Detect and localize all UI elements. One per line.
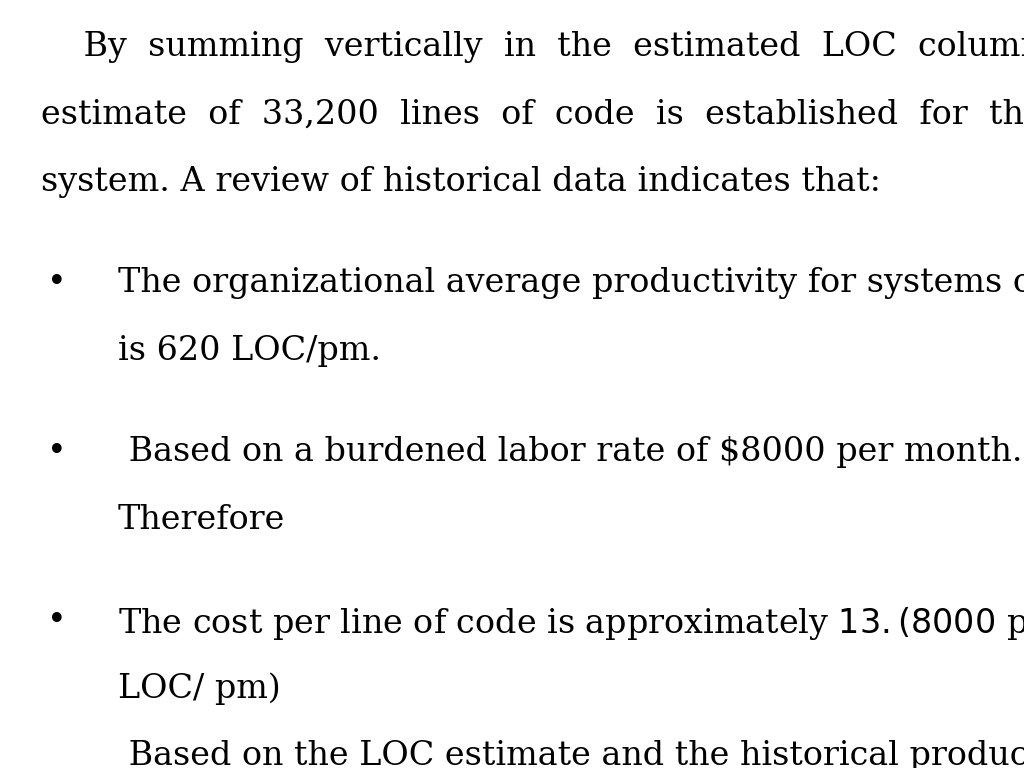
Text: By  summing  vertically  in  the  estimated  LOC  column,  an: By summing vertically in the estimated L… <box>41 31 1024 63</box>
Text: LOC/ pm): LOC/ pm) <box>118 673 281 706</box>
Text: The organizational average productivity for systems of this type: The organizational average productivity … <box>118 267 1024 300</box>
Text: Based on the LOC estimate and the historical productivity data:: Based on the LOC estimate and the histor… <box>118 740 1024 768</box>
Text: •: • <box>46 436 67 468</box>
Text: Therefore: Therefore <box>118 504 285 536</box>
Text: estimate  of  33,200  lines  of  code  is  established  for  the  CAD: estimate of 33,200 lines of code is esta… <box>41 98 1024 131</box>
Text: is 620 LOC/pm.: is 620 LOC/pm. <box>118 335 381 367</box>
Text: system. A review of historical data indicates that:: system. A review of historical data indi… <box>41 166 881 198</box>
Text: The cost per line of code is approximately $13. (8000$ pm/620: The cost per line of code is approximate… <box>118 605 1024 642</box>
Text: •: • <box>46 605 67 637</box>
Text: Based on a burdened labor rate of $8000 per month.: Based on a burdened labor rate of $8000 … <box>118 436 1022 468</box>
Text: •: • <box>46 267 67 300</box>
